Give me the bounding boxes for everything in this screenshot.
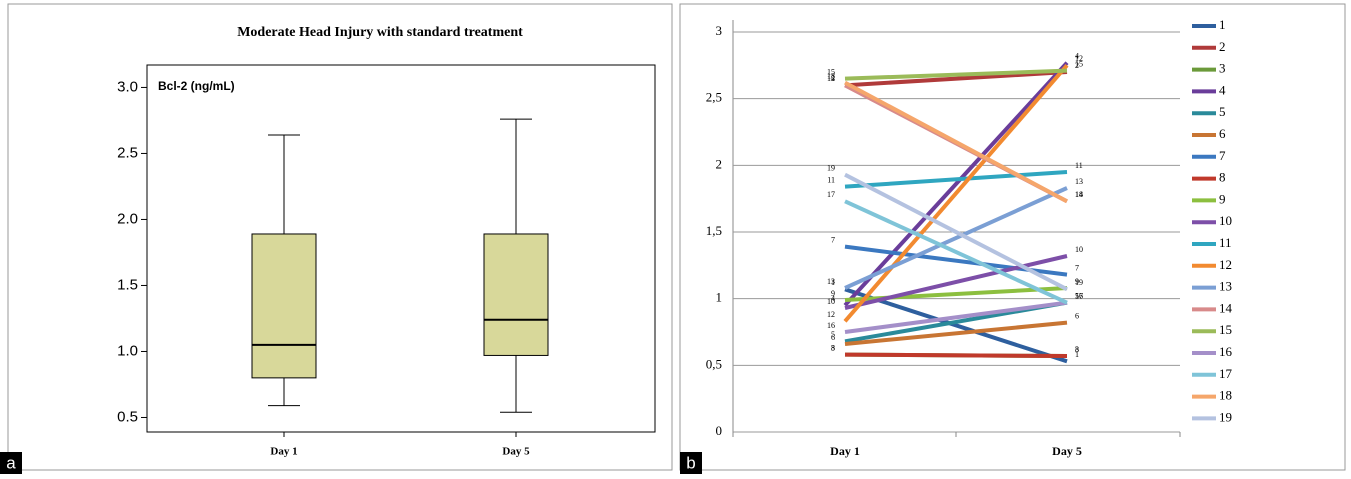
point-label: 9 [1075,277,1079,286]
series-line [844,172,1068,292]
point-label: 8 [831,343,835,352]
point-label: 12 [1075,54,1083,63]
box [251,233,317,379]
legend-label: 5 [1219,104,1226,119]
y-tick-label: 2 [716,156,723,171]
point-label: 5 [1075,291,1079,300]
point-label: 7 [831,235,835,244]
legend-label: 3 [1219,61,1226,76]
series-line [844,170,1068,189]
series-line [844,199,1068,305]
point-label: 11 [827,175,835,184]
y-tick-label: 1.5 [117,276,138,293]
series-line [844,254,1068,310]
point-label: 14 [827,74,835,83]
legend-label: 13 [1219,279,1232,294]
point-label: 18 [827,71,835,80]
point-label: 14 [1075,190,1083,199]
point-label: 4 [831,294,835,303]
x-tick-label: Day 5 [1052,444,1082,458]
plot-frame [146,64,656,433]
point-label: 2 [1075,61,1079,70]
point-label: 3 [1075,345,1079,354]
legend-label: 15 [1219,322,1232,337]
annotation: Bcl-2 (ng/mL) [158,79,235,93]
series-line [844,70,1068,88]
point-label: 6 [1075,311,1079,320]
y-tick-label: 0,5 [706,356,722,371]
y-tick-label: 0.5 [117,408,138,425]
point-label: 10 [1075,245,1083,254]
y-tick-label: 2,5 [706,90,722,105]
box [483,233,549,356]
legend-label: 19 [1219,409,1232,424]
point-label: 16 [1075,291,1083,300]
point-label: 4 [1075,51,1079,60]
point-label: 8 [1075,345,1079,354]
y-tick-label: 1,5 [706,223,722,238]
legend-label: 7 [1219,148,1226,163]
point-label: 1 [831,278,835,287]
panel-frame [7,3,673,471]
panel-badge [0,452,22,474]
x-tick-label: Day 1 [270,446,297,458]
point-label: 17 [827,190,835,199]
x-tick-label: Day 5 [502,446,530,458]
series-line [844,320,1068,346]
y-tick-label: 2.0 [117,210,138,227]
x-tick-label: Day 1 [830,444,860,458]
legend-label: 11 [1219,235,1232,250]
series-line [844,300,1068,334]
point-label: 7 [1075,263,1079,272]
panel-label: a [6,453,16,472]
point-label: 13 [827,277,835,286]
point-label: 12 [827,310,835,319]
panel-frame [679,3,1346,471]
legend-label: 12 [1219,257,1232,272]
legend-label: 10 [1219,213,1232,228]
point-label: 17 [1075,291,1083,300]
point-label: 11 [1075,161,1083,170]
legend-label: 2 [1219,39,1226,54]
point-label: 15 [1075,59,1083,68]
y-tick-label: 3 [716,23,723,38]
y-tick-label: 1.0 [117,342,138,359]
y-tick-label: 3.0 [117,78,138,95]
legend-label: 8 [1219,170,1226,185]
legend-label: 16 [1219,344,1233,359]
point-label: 3 [831,343,835,352]
point-label: 19 [1075,278,1083,287]
panel-label: b [686,453,695,472]
legend-label: 17 [1219,366,1233,381]
legend-label: 9 [1219,191,1226,206]
point-label: 13 [1075,177,1083,186]
point-label: 18 [1075,190,1083,199]
point-label: 10 [827,297,835,306]
y-tick-label: 0 [716,423,723,438]
legend-label: 18 [1219,388,1232,403]
point-label: 6 [831,333,835,342]
point-label: 2 [831,74,835,83]
series-line [844,68,1068,81]
chart-title: Moderate Head Injury with standard treat… [237,25,523,40]
point-label: 1 [1075,350,1079,359]
legend-label: 1 [1219,17,1226,32]
point-label: 16 [827,321,835,330]
point-label: 19 [827,163,835,172]
y-tick-label: 2.5 [117,144,138,161]
point-label: 5 [831,330,835,339]
point-label: 9 [831,289,835,298]
legend-label: 6 [1219,126,1226,141]
panel-badge [680,452,702,474]
series-line [844,352,1068,358]
point-label: 15 [827,67,835,76]
series-line [843,64,1069,323]
series-line [843,61,1069,307]
legend-label: 14 [1219,300,1233,315]
legend-label: 4 [1219,82,1226,97]
series-line [844,186,1068,290]
series-line [844,80,1068,204]
y-tick-label: 1 [716,290,723,305]
